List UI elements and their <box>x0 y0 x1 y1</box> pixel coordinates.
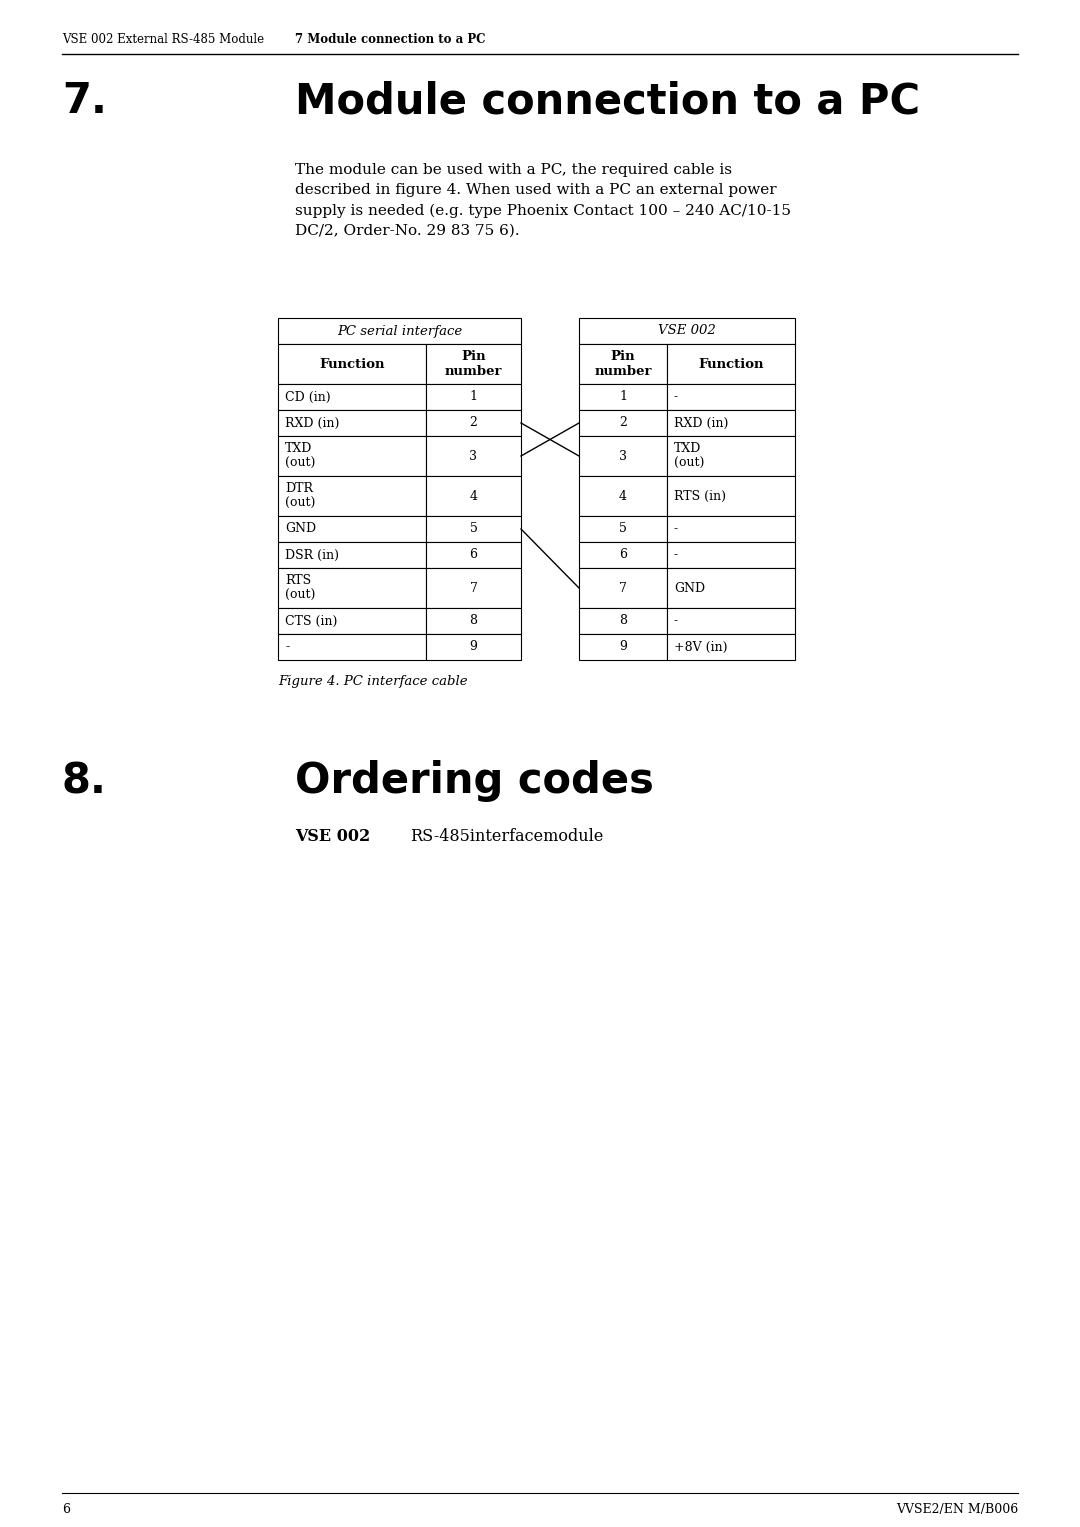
Bar <box>667 383 795 411</box>
Bar <box>579 476 667 516</box>
Text: 5: 5 <box>470 522 477 536</box>
Text: RS-485interfacemodule: RS-485interfacemodule <box>410 828 604 844</box>
Text: RTS
(out): RTS (out) <box>285 574 315 602</box>
Bar <box>278 411 426 437</box>
Text: Function: Function <box>320 357 384 371</box>
Bar <box>579 344 667 383</box>
Bar <box>278 568 426 608</box>
Text: -: - <box>674 522 678 536</box>
Bar <box>579 634 667 660</box>
Text: -: - <box>674 614 678 628</box>
Bar <box>426 568 521 608</box>
Bar <box>278 476 426 516</box>
Bar <box>667 542 795 568</box>
Text: RXD (in): RXD (in) <box>674 417 728 429</box>
Bar <box>278 318 521 344</box>
Text: 7: 7 <box>619 582 626 594</box>
Text: +8V (in): +8V (in) <box>674 640 728 654</box>
Bar <box>579 411 667 437</box>
Text: VSE 002: VSE 002 <box>658 325 716 337</box>
Bar <box>426 608 521 634</box>
Bar <box>667 634 795 660</box>
Text: The module can be used with a PC, the required cable is
described in figure 4. W: The module can be used with a PC, the re… <box>295 163 791 238</box>
Bar <box>667 608 795 634</box>
Bar <box>426 476 521 516</box>
Bar <box>667 476 795 516</box>
Text: 7 Module connection to a PC: 7 Module connection to a PC <box>295 34 486 46</box>
Bar <box>579 568 667 608</box>
Text: Figure 4. PC interface cable: Figure 4. PC interface cable <box>278 675 468 689</box>
Text: -: - <box>674 391 678 403</box>
Text: GND: GND <box>674 582 705 594</box>
Bar <box>278 634 426 660</box>
Bar <box>278 437 426 476</box>
Text: Module connection to a PC: Module connection to a PC <box>295 79 920 122</box>
Text: TXD
(out): TXD (out) <box>674 443 704 470</box>
Text: -: - <box>674 548 678 562</box>
Text: 3: 3 <box>470 449 477 463</box>
Text: 6: 6 <box>62 1503 70 1516</box>
Text: RTS (in): RTS (in) <box>674 490 726 502</box>
Bar <box>579 542 667 568</box>
Text: Function: Function <box>699 357 764 371</box>
Text: 7.: 7. <box>62 79 107 122</box>
Bar <box>667 344 795 383</box>
Bar <box>579 383 667 411</box>
Bar <box>667 568 795 608</box>
Bar <box>278 542 426 568</box>
Bar <box>426 437 521 476</box>
Text: 2: 2 <box>619 417 626 429</box>
Bar <box>667 516 795 542</box>
Bar <box>426 634 521 660</box>
Bar <box>579 437 667 476</box>
Text: 8: 8 <box>470 614 477 628</box>
Bar <box>278 383 426 411</box>
Text: PC serial interface: PC serial interface <box>337 325 462 337</box>
Text: 9: 9 <box>619 640 626 654</box>
Text: 6: 6 <box>619 548 627 562</box>
Text: CTS (in): CTS (in) <box>285 614 337 628</box>
Text: 5: 5 <box>619 522 626 536</box>
Text: -: - <box>285 640 289 654</box>
Bar <box>278 608 426 634</box>
Text: GND: GND <box>285 522 316 536</box>
Bar <box>579 318 795 344</box>
Text: VSE 002 External RS-485 Module: VSE 002 External RS-485 Module <box>62 34 265 46</box>
Bar <box>278 516 426 542</box>
Bar <box>426 516 521 542</box>
Text: DTR
(out): DTR (out) <box>285 483 315 510</box>
Text: 7: 7 <box>470 582 477 594</box>
Text: 8: 8 <box>619 614 627 628</box>
Text: 4: 4 <box>619 490 627 502</box>
Bar <box>426 542 521 568</box>
Text: 6: 6 <box>470 548 477 562</box>
Text: 4: 4 <box>470 490 477 502</box>
Text: DSR (in): DSR (in) <box>285 548 339 562</box>
Bar <box>426 411 521 437</box>
Bar <box>278 344 426 383</box>
Text: 2: 2 <box>470 417 477 429</box>
Bar <box>667 437 795 476</box>
Text: Ordering codes: Ordering codes <box>295 760 653 802</box>
Text: CD (in): CD (in) <box>285 391 330 403</box>
Text: Pin
number: Pin number <box>445 350 502 379</box>
Text: VSE 002: VSE 002 <box>295 828 370 844</box>
Bar <box>426 344 521 383</box>
Bar <box>667 411 795 437</box>
Bar <box>426 383 521 411</box>
Text: 1: 1 <box>619 391 627 403</box>
Text: RXD (in): RXD (in) <box>285 417 339 429</box>
Text: TXD
(out): TXD (out) <box>285 443 315 470</box>
Text: 9: 9 <box>470 640 477 654</box>
Text: 3: 3 <box>619 449 627 463</box>
Text: Pin
number: Pin number <box>594 350 651 379</box>
Bar <box>579 608 667 634</box>
Text: VVSE2/EN M/B006: VVSE2/EN M/B006 <box>895 1503 1018 1516</box>
Bar <box>579 516 667 542</box>
Text: 1: 1 <box>470 391 477 403</box>
Text: 8.: 8. <box>62 760 107 802</box>
